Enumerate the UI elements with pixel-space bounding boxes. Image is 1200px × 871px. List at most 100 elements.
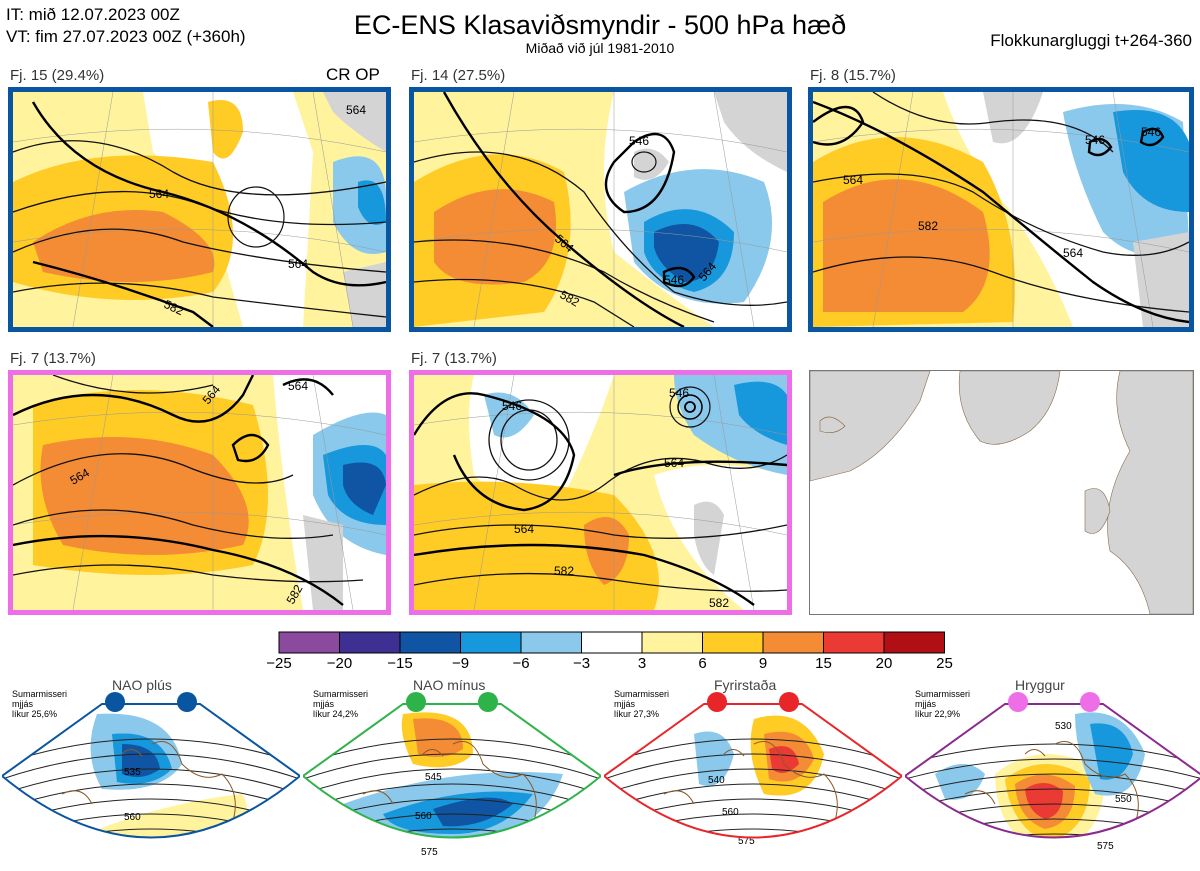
regime-map-2: 545 560 575 xyxy=(303,703,601,858)
colorbar-swatch xyxy=(520,631,582,654)
panel-4-label: Fj. 7 (13.7%) xyxy=(10,350,96,367)
regime-map-4: 530 550 575 xyxy=(905,703,1200,852)
panel-2-contour-4: 546 xyxy=(664,273,684,287)
regime-marker-dot xyxy=(105,692,125,712)
panel-2-label: Fj. 14 (27.5%) xyxy=(411,67,506,84)
regime-info-line: Sumarmisseri xyxy=(915,689,971,699)
regime-marker-dot xyxy=(177,692,197,712)
valid-time: VT: fim 27.07.2023 00Z (+360h) xyxy=(6,27,246,46)
regime-title: Hryggur xyxy=(1015,677,1065,693)
regime-marker-dot xyxy=(707,692,727,712)
regime-info-line: líkur 27,3% xyxy=(614,709,660,719)
colorbar-swatch xyxy=(339,631,401,654)
regime-marker-dot xyxy=(779,692,799,712)
regime-contour-label: 530 xyxy=(1055,721,1072,732)
colorbar-swatch xyxy=(399,631,461,654)
panel-1-label: Fj. 15 (29.4%) xyxy=(10,67,105,84)
colorbar-tick-label: −25 xyxy=(266,655,292,672)
colorbar-tick-label: 15 xyxy=(815,655,832,672)
cluster-panel-1: 564 564 582 564 xyxy=(8,87,391,332)
panel-3-label: Fj. 8 (15.7%) xyxy=(810,67,896,84)
colorbar-swatch xyxy=(641,631,703,654)
regime-contour-label: 575 xyxy=(421,847,438,858)
regime-info: Sumarmisseri mjjás líkur 24,2% xyxy=(313,689,368,719)
regime-contour-label: 575 xyxy=(738,836,755,847)
panel-5-contour-2: 546 xyxy=(669,386,689,400)
colorbar-tick-label: −9 xyxy=(451,655,470,672)
panel-1-contour-2: 564 xyxy=(288,257,308,271)
regime-contour-label: 575 xyxy=(1097,841,1114,852)
header-info: IT: mið 12.07.2023 00Z VT: fim 27.07.202… xyxy=(6,4,246,48)
regime-contour-label: 535 xyxy=(124,767,141,778)
colorbar-swatch xyxy=(581,631,643,654)
colorbar-tick-label: −3 xyxy=(572,655,591,672)
regime-info: Sumarmisseri mjjás líkur 27,3% xyxy=(614,689,669,719)
panel-3-contour-3: 564 xyxy=(843,173,863,187)
regime-info-line: mjjás xyxy=(915,699,937,709)
init-time: IT: mið 12.07.2023 00Z xyxy=(6,5,180,24)
panel-5-contour-1: 546 xyxy=(502,399,522,413)
colorbar-swatch xyxy=(278,631,340,654)
regime-info-line: mjjás xyxy=(313,699,335,709)
colorbar-swatch xyxy=(883,631,945,654)
regime-map-1: 535 560 xyxy=(2,703,300,839)
regime-marker-dot xyxy=(1080,692,1100,712)
regime-contour-label: 560 xyxy=(722,807,739,818)
colorbar xyxy=(278,631,945,654)
panel-1-contour-4: 564 xyxy=(346,103,366,117)
panel-1-tag: CR OP xyxy=(326,65,380,84)
cluster-map-5: 546 546 564 564 582 582 xyxy=(414,375,787,610)
regime-marker-dot xyxy=(1008,692,1028,712)
regime-map-3: 540 560 575 xyxy=(604,703,902,847)
regime-contour-label: 550 xyxy=(1115,794,1132,805)
colorbar-tick-label: 6 xyxy=(698,655,707,672)
panel-3-contour-1: 546 xyxy=(1085,133,1105,147)
panel-5-contour-4: 564 xyxy=(664,456,684,470)
colorbar-tick-label: 3 xyxy=(637,655,647,672)
panel-3-contour-4: 582 xyxy=(918,219,938,233)
regime-title: NAO mínus xyxy=(413,677,486,693)
regime-info: Sumarmisseri mjjás líkur 22,9% xyxy=(915,689,970,719)
classification-window: Flokkunargluggi t+264-360 xyxy=(990,31,1192,50)
panel-1-contour-1: 564 xyxy=(149,187,169,201)
cluster-map-4: 564 564 564 582 xyxy=(13,375,386,610)
colorbar-swatch xyxy=(823,631,885,654)
page-subtitle: Miðað við júl 1981-2010 xyxy=(525,40,675,56)
colorbar-tick-label: −15 xyxy=(387,655,413,672)
regime-info-line: Sumarmisseri xyxy=(313,689,369,699)
page-title: EC-ENS Klasaviðsmyndir - 500 hPa hæð xyxy=(353,10,847,40)
panel-3-contour-2: 546 xyxy=(1141,125,1161,139)
regime-info-line: Sumarmisseri xyxy=(614,689,670,699)
cluster-map-1: 564 564 582 564 xyxy=(13,92,386,327)
regime-title: Fyrirstaða xyxy=(714,677,777,693)
panel-4-contour-3: 564 xyxy=(288,379,308,393)
panel-5-contour-3: 564 xyxy=(514,522,534,536)
regime-info-line: mjjás xyxy=(614,699,636,709)
regime-contour-label: 560 xyxy=(124,812,141,823)
regime-marker-dot xyxy=(406,692,426,712)
regime-info-line: líkur 22,9% xyxy=(915,709,961,719)
colorbar-swatch xyxy=(702,631,764,654)
panel-5-label: Fj. 7 (13.7%) xyxy=(411,350,497,367)
panel-3-contour-5: 564 xyxy=(1063,246,1083,260)
colorbar-swatch xyxy=(762,631,824,654)
cluster-map-2: 546 564 582 546 564 xyxy=(414,92,787,327)
regime-marker-dot xyxy=(478,692,498,712)
regime-info-line: líkur 24,2% xyxy=(313,709,359,719)
cluster-panel-5: 546 546 564 564 582 582 xyxy=(409,370,792,615)
cluster-panel-4: 564 564 564 582 xyxy=(8,370,391,615)
colorbar-tick-label: 20 xyxy=(875,655,893,672)
regime-contour-label: 560 xyxy=(415,811,432,822)
cluster-panel-2: 546 564 582 546 564 xyxy=(409,87,792,332)
colorbar-tick-label: 9 xyxy=(758,655,768,672)
regime-contour-label: 540 xyxy=(708,775,725,786)
panel-2-contour-1: 546 xyxy=(629,134,649,148)
regime-contour-label: 545 xyxy=(425,772,442,783)
colorbar-tick-label: 25 xyxy=(936,655,953,672)
panel-5-contour-6: 582 xyxy=(709,596,729,610)
cluster-panel-3: 546 546 564 582 564 xyxy=(808,87,1194,332)
panel-5-contour-5: 582 xyxy=(554,564,574,578)
reference-map-svg xyxy=(810,371,1193,614)
regime-info: Sumarmisseri mjjás líkur 25,6% xyxy=(12,689,67,719)
regime-info-line: líkur 25,6% xyxy=(12,709,58,719)
